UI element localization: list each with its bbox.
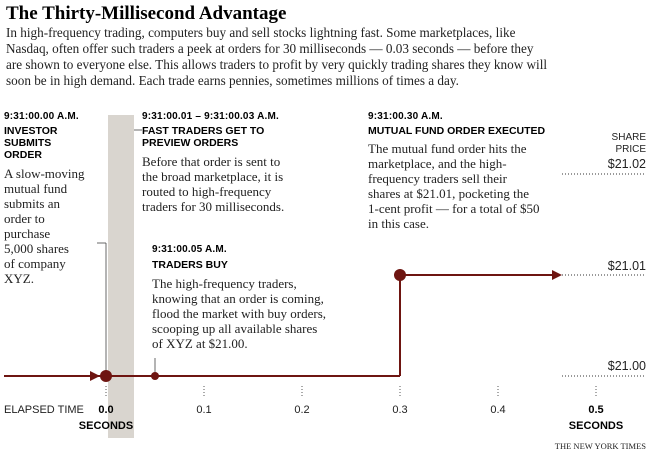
executed-text: in this case.	[368, 216, 429, 231]
executed-time: 9:31:00.30 A.M.	[368, 111, 443, 122]
buy-text: flood the market with buy orders,	[152, 306, 326, 321]
executed-text: frequency traders sell their	[368, 171, 508, 186]
price-top-arrow	[552, 270, 562, 280]
investor-text: 5,000 shares	[4, 241, 69, 256]
investor-heading: INVESTOR	[4, 125, 58, 137]
price-line-arrow	[90, 371, 100, 381]
time-unit-label: SECONDS	[79, 420, 133, 432]
buy-heading: TRADERS BUY	[152, 259, 228, 271]
intro-line: are shown to everyone else. This allows …	[6, 57, 547, 72]
price-axis-label: PRICE	[615, 144, 646, 155]
buy-text: of XYZ at $21.00.	[152, 336, 248, 351]
price-axis-label: SHARE	[612, 132, 647, 143]
preview-text: traders for 30 milliseconds.	[142, 199, 284, 214]
time-unit-label: SECONDS	[569, 420, 623, 432]
buy-text: The high-frequency traders,	[152, 276, 297, 291]
intro-line: Nasdaq, often offer such traders a peek …	[6, 41, 534, 56]
investor-text: A slow-moving	[4, 166, 85, 181]
time-tick-label: 0.3	[392, 404, 407, 416]
page-title: The Thirty-Millisecond Advantage	[6, 3, 286, 24]
time-tick-label: 0.4	[490, 404, 505, 416]
intro-line: soon be in high demand. Each trade earns…	[6, 73, 459, 88]
investor-text: submits an	[4, 196, 60, 211]
investor-time: 9:31:00.00 A.M.	[4, 111, 79, 122]
preview-heading: PREVIEW ORDERS	[142, 137, 238, 149]
investor-text: purchase	[4, 226, 50, 241]
preview-window-band	[108, 115, 134, 438]
buy-text: knowing that an order is coming,	[152, 291, 324, 306]
time-tick-label: 0.1	[196, 404, 211, 416]
executed-text: 1-cent profit — for a total of $50	[368, 201, 539, 216]
time-tick-label: 0.2	[294, 404, 309, 416]
price-tick-label: $21.02	[608, 157, 646, 171]
price-tick-label: $21.01	[608, 259, 646, 273]
buy-text: scooping up all available shares	[152, 321, 317, 336]
preview-heading: FAST TRADERS GET TO	[142, 125, 264, 137]
investor-text: of company	[4, 256, 66, 271]
preview-text: Before that order is sent to	[142, 154, 280, 169]
investor-heading: SUBMITS	[4, 137, 51, 149]
time-tick-label: 0.5	[588, 404, 603, 416]
price-tick-label: $21.00	[608, 359, 646, 373]
investor-order-dot	[100, 370, 112, 382]
investor-text: mutual fund	[4, 181, 68, 196]
credit: THE NEW YORK TIMES	[555, 441, 646, 451]
order-executed-dot	[394, 269, 406, 281]
investor-text: order to	[4, 211, 45, 226]
time-tick-label: 0.0	[98, 404, 113, 416]
intro-line: In high-frequency trading, computers buy…	[6, 25, 516, 40]
executed-text: shares at $21.01, pocketing the	[368, 186, 529, 201]
executed-text: marketplace, and the high-	[368, 156, 507, 171]
traders-buy-dot	[151, 372, 159, 380]
buy-time: 9:31:00.05 A.M.	[152, 244, 227, 255]
preview-text: the broad marketplace, it is	[142, 169, 283, 184]
time-axis-label: ELAPSED TIME	[4, 404, 84, 416]
preview-text: routed to high-frequency	[142, 184, 272, 199]
investor-heading: ORDER	[4, 149, 42, 161]
preview-time: 9:31:00.01 – 9:31:00.03 A.M.	[142, 111, 279, 122]
executed-text: The mutual fund order hits the	[368, 141, 527, 156]
executed-heading: MUTUAL FUND ORDER EXECUTED	[368, 125, 546, 137]
investor-text: XYZ.	[4, 271, 34, 286]
